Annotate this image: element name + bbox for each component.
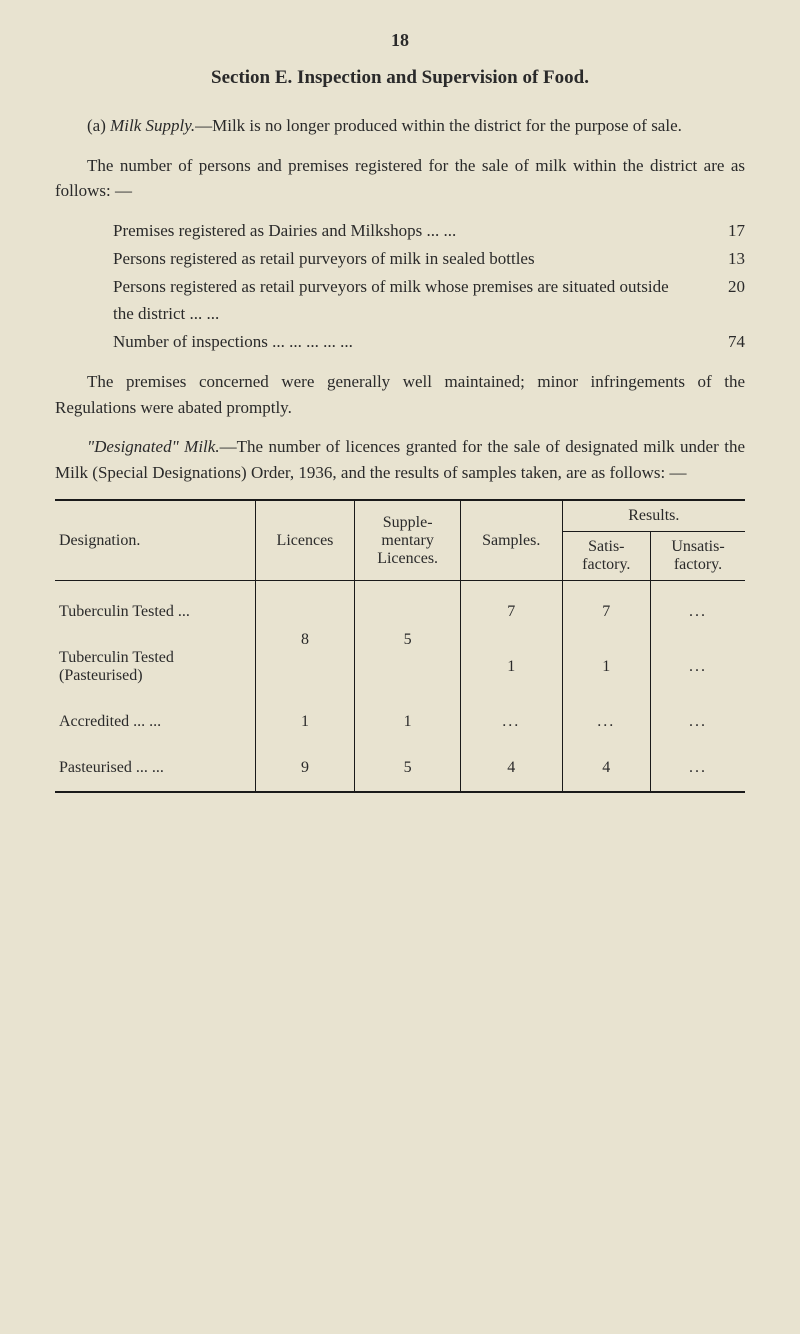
table-header-row-1: Designation. Licences Supple- mentary Li… [55,500,745,532]
cell-samples: 4 [460,745,562,792]
premises-list: Premises registered as Dairies and Milks… [113,218,745,356]
cell-unsat: ... [650,699,745,745]
header-results: Results. [562,500,745,532]
list-item: Persons registered as retail purveyors o… [113,246,745,272]
header-designation: Designation. [55,500,255,581]
cell-unsat: ... [650,635,745,699]
cell-designation: Tuberculin Tested (Pasteurised) [55,635,255,699]
list-value: 20 [705,274,745,327]
para-d-italic: "Designated" Milk. [87,437,220,456]
table-row: Tuberculin Tested ... 8 5 7 7 ... [55,581,745,636]
header-satisfactory: Satis- factory. [562,532,650,581]
table-row: Pasteurised ... ... 9 5 4 4 ... [55,745,745,792]
cell-sat: 4 [562,745,650,792]
cell-samples: 7 [460,581,562,636]
paragraph-designated-milk: "Designated" Milk.—The number of licence… [55,434,745,485]
cell-sat: 7 [562,581,650,636]
para-a-italic: Milk Supply. [110,116,195,135]
para-a-prefix: (a) [87,116,110,135]
list-label: Persons registered as retail purveyors o… [113,246,705,272]
cell-sat: ... [562,699,650,745]
cell-designation: Tuberculin Tested ... [55,581,255,636]
cell-unsat: ... [650,745,745,792]
list-value: 74 [705,329,745,355]
table-row: Accredited ... ... 1 1 ... ... ... [55,699,745,745]
cell-licences: 8 [255,581,355,700]
cell-samples: 1 [460,635,562,699]
cell-supp: 5 [355,745,460,792]
header-samples: Samples. [460,500,562,581]
cell-supp: 5 [355,581,460,700]
header-supplementary: Supple- mentary Licences. [355,500,460,581]
paragraph-premises-intro: The number of persons and premises regis… [55,153,745,204]
cell-samples: ... [460,699,562,745]
section-title: Section E. Inspection and Supervision of… [55,67,745,89]
header-licences: Licences [255,500,355,581]
list-value: 17 [705,218,745,244]
milk-table: Designation. Licences Supple- mentary Li… [55,499,745,793]
cell-licences: 1 [255,699,355,745]
paragraph-premises-maintained: The premises concerned were generally we… [55,369,745,420]
list-value: 13 [705,246,745,272]
paragraph-milk-supply: (a) Milk Supply.—Milk is no longer produ… [55,113,745,139]
cell-designation: Pasteurised ... ... [55,745,255,792]
para-a-rest: —Milk is no longer produced within the d… [195,116,682,135]
cell-unsat: ... [650,581,745,636]
cell-sat: 1 [562,635,650,699]
cell-licences: 9 [255,745,355,792]
list-label: Number of inspections ... ... ... ... ..… [113,329,705,355]
list-item: Number of inspections ... ... ... ... ..… [113,329,745,355]
list-label: Premises registered as Dairies and Milks… [113,218,705,244]
list-label: Persons registered as retail purveyors o… [113,274,705,327]
cell-designation: Accredited ... ... [55,699,255,745]
list-item: Persons registered as retail purveyors o… [113,274,745,327]
page-number: 18 [55,30,745,51]
cell-supp: 1 [355,699,460,745]
header-unsatisfactory: Unsatis- factory. [650,532,745,581]
list-item: Premises registered as Dairies and Milks… [113,218,745,244]
